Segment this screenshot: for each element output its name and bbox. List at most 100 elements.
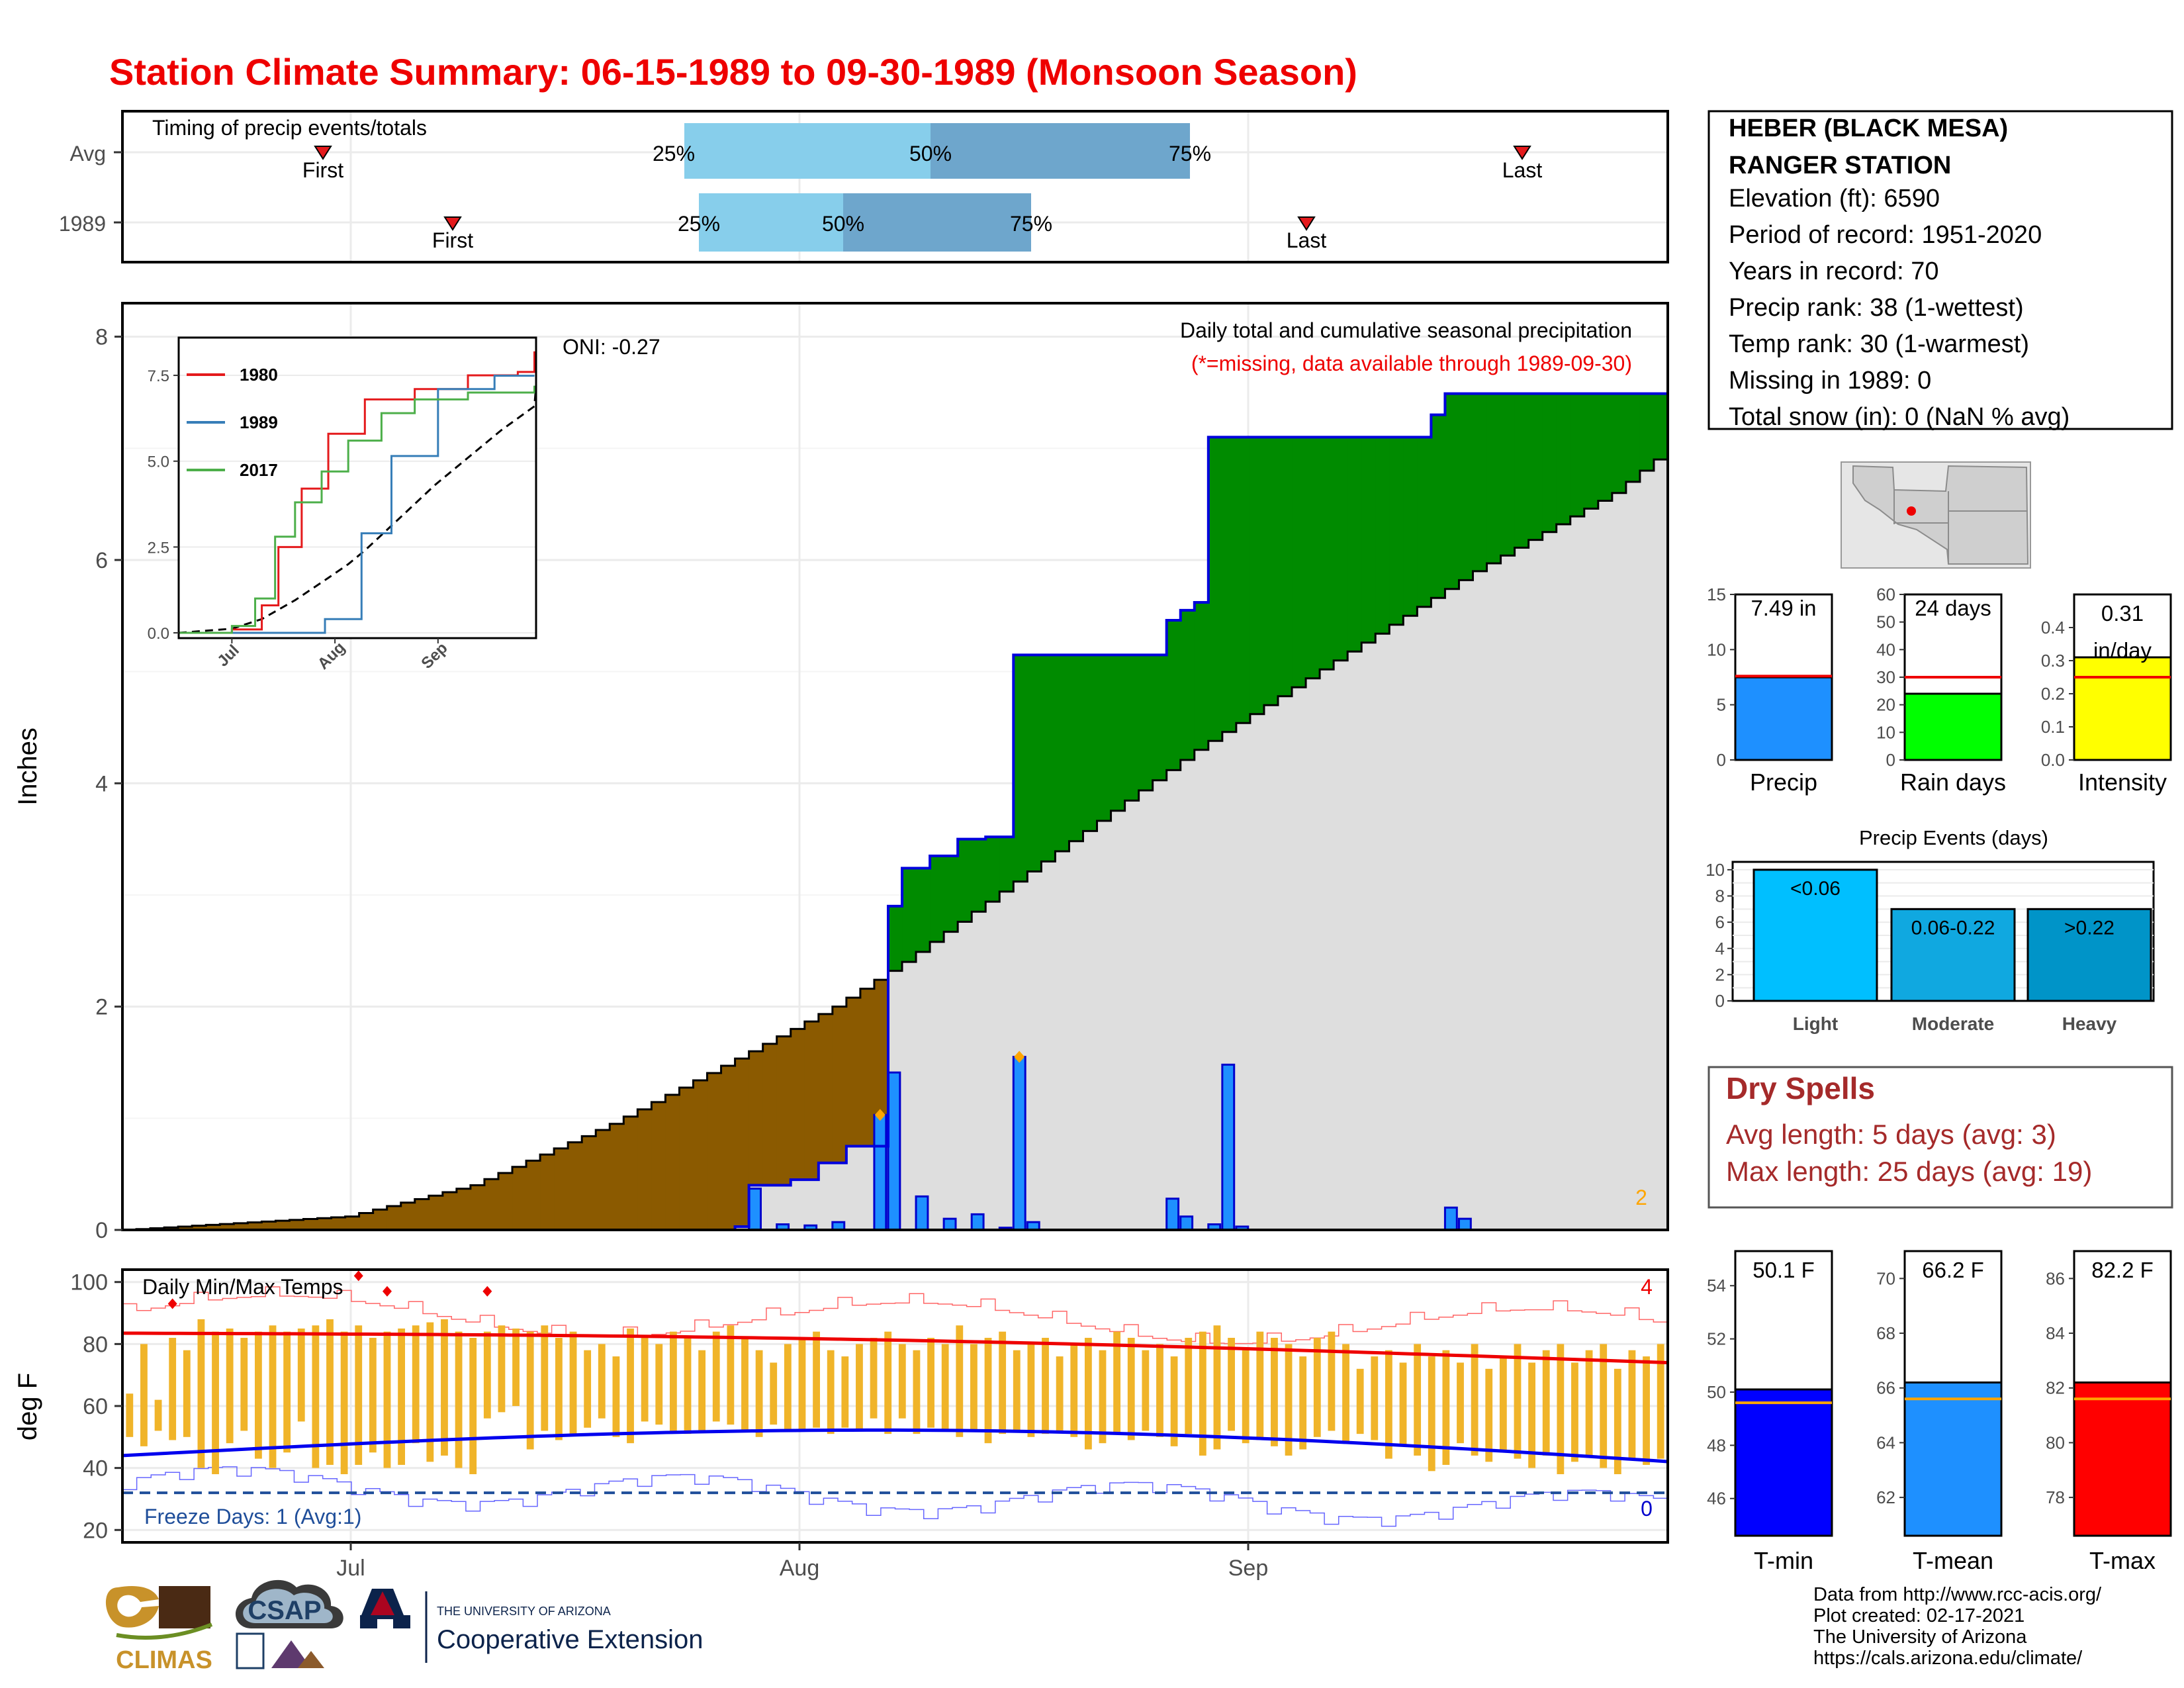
daily-temp-bar	[412, 1325, 420, 1444]
daily-temp-bar	[884, 1331, 892, 1434]
daily-temp-bar	[326, 1319, 334, 1465]
surplus-band	[1208, 437, 1223, 741]
timing-panel: Timing of precip events/totals Avg 1989 …	[59, 110, 1669, 263]
daily-precip-bar	[873, 1113, 887, 1231]
surplus-band	[958, 839, 972, 922]
x-tick-jul: Jul	[336, 1556, 365, 1581]
summary-ytick-label: 30	[1876, 667, 1895, 687]
precip-ytick-label: 6	[95, 548, 108, 573]
daily-precip-bar	[1179, 1215, 1194, 1231]
temp-summary-label: T-min	[1754, 1547, 1813, 1574]
temp-ytick-label: 100	[70, 1270, 108, 1295]
station-precip-rank: Precip rank: 38 (1-wettest)	[1729, 294, 2024, 322]
daily-temp-bar	[770, 1362, 778, 1425]
cold-days-count: 0	[1641, 1497, 1653, 1521]
avg-min-temp-line	[122, 1428, 1668, 1464]
temp-summary-ytick-label: 84	[2046, 1323, 2065, 1343]
csap-logo: CSAP	[235, 1579, 343, 1669]
deficit-band	[498, 1172, 513, 1230]
summary-value-label: 24 days	[1915, 596, 1991, 620]
daily-temp-bar	[1514, 1344, 1522, 1459]
daily-temp-bar	[669, 1331, 677, 1431]
deficit-band	[178, 1226, 193, 1230]
daily-temp-bar	[1371, 1356, 1379, 1440]
temp-summary-value: 66.2 F	[1922, 1258, 1984, 1282]
daily-temp-bar	[1228, 1338, 1235, 1431]
freeze-days: Freeze Days: 1 (Avg:1)	[144, 1505, 361, 1528]
deficit-band	[832, 1006, 847, 1163]
1989-quartile-50-75-bar	[843, 193, 1031, 252]
footer-website: https://cals.arizona.edu/climate/	[1813, 1648, 2083, 1669]
deficit-band	[860, 988, 875, 1147]
summary-ytick-label: 0.1	[2041, 717, 2065, 737]
deficit-band	[568, 1142, 582, 1230]
daily-precip-bar	[1443, 1206, 1458, 1231]
daily-temp-bar	[483, 1331, 491, 1419]
footer-data-source: Data from http://www.rcc-acis.org/	[1813, 1584, 2102, 1605]
deficit-band	[400, 1202, 416, 1230]
climas-logo-text: CLIMAS	[116, 1646, 212, 1674]
daily-temp-bar	[913, 1350, 921, 1434]
surplus-band	[1361, 437, 1376, 643]
daily-temp-bar	[1042, 1338, 1049, 1434]
surplus-band	[1069, 655, 1084, 841]
daily-temp-bar	[698, 1350, 706, 1431]
daily-temp-bar	[441, 1319, 448, 1456]
avg-cumulative-line	[122, 448, 1669, 1231]
daily-temp-bar	[555, 1338, 563, 1440]
inset-ytick-label: 5.0	[148, 453, 169, 471]
temp-summary-ytick-label: 68	[1876, 1323, 1895, 1343]
surplus-band	[985, 837, 1000, 902]
deficit-band	[818, 1013, 833, 1163]
1989-quartile-25-50-bar	[699, 193, 843, 252]
daily-record-marker	[1014, 1051, 1025, 1063]
deficit-band	[303, 1219, 318, 1230]
surplus-band	[1653, 393, 1668, 460]
deficit-band	[331, 1217, 346, 1230]
daily-temp-bar	[1328, 1331, 1336, 1431]
daily-temp-bar	[398, 1328, 406, 1465]
deficit-band	[387, 1206, 402, 1230]
record-high-marker	[353, 1270, 363, 1282]
daily-temp-bar	[1213, 1325, 1221, 1450]
daily-temp-bar	[655, 1344, 663, 1425]
deficit-band	[442, 1192, 457, 1230]
daily-temp-bar	[297, 1328, 305, 1422]
daily-temp-bar	[1557, 1344, 1565, 1474]
summary-ytick-label: 15	[1707, 585, 1726, 604]
summary-ytick-label: 0.2	[2041, 684, 2065, 704]
station-temp-rank: Temp rank: 30 (1-warmest)	[1729, 330, 2029, 358]
deficit-band	[289, 1219, 304, 1230]
deficit-band	[610, 1123, 624, 1230]
precip-events-chart: Precip Events (days) 0 2 4 6 8 10 <0.06 Light 0.…	[1706, 826, 2155, 1034]
daily-temp-bar	[1156, 1344, 1163, 1437]
deficit-band	[192, 1225, 206, 1230]
1989-p25-label: 25%	[678, 212, 720, 236]
daily-temp-bar	[798, 1338, 806, 1431]
inset-series-2017	[179, 385, 535, 634]
daily-temp-bar	[727, 1325, 735, 1425]
surplus-band	[1097, 655, 1112, 821]
record-high-marker	[167, 1298, 177, 1309]
inset-legend-label: 2017	[240, 460, 278, 480]
events-bar-range: <0.06	[1790, 878, 1841, 900]
daily-temp-bar	[183, 1350, 191, 1437]
events-bar-label: Light	[1793, 1013, 1838, 1034]
precip-events-title: Precip Events (days)	[1859, 826, 2048, 849]
surplus-band	[1180, 610, 1195, 761]
temp-summary-ytick-label: 86	[2046, 1268, 2065, 1288]
daily-temp-bar	[1271, 1338, 1278, 1446]
deficit-band	[554, 1148, 569, 1230]
temp-summary-bar-t-max	[2073, 1381, 2172, 1537]
surplus-band	[1222, 437, 1237, 732]
daily-temp-bar	[627, 1328, 634, 1444]
dry-spells-max: Max length: 25 days (avg: 19)	[1726, 1156, 2092, 1187]
temp-ytick-label: 40	[83, 1456, 108, 1481]
summary-ytick-label: 0.3	[2041, 651, 2065, 671]
daily-temp-bar	[1585, 1350, 1593, 1456]
daily-temp-bar	[1084, 1338, 1092, 1450]
avg-max-temp-line	[122, 1331, 1668, 1364]
daily-temp-bar	[1628, 1350, 1636, 1459]
avg-p25-label: 25%	[653, 142, 695, 165]
station-name-line1: HEBER (BLACK MESA)	[1729, 115, 2008, 142]
